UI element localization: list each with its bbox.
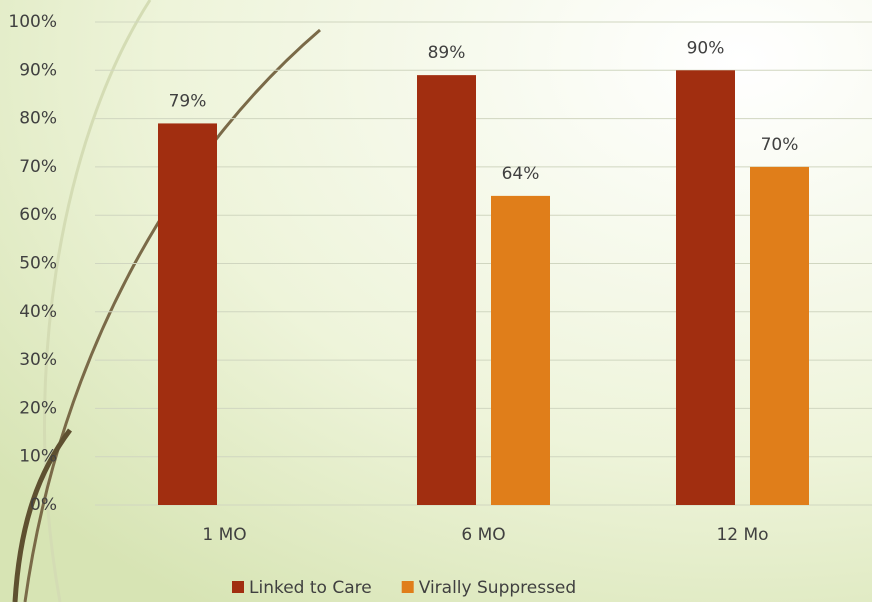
legend-label: Virally Suppressed [419,578,576,598]
y-tick-label: 90% [19,60,57,80]
y-tick-label: 100% [8,12,57,32]
chart: 0% 10% 20% 30% 40% 50% 60% 70% 80% 90% 100% 1 MO 79%… [0,0,872,602]
y-tick-label: 10% [19,447,57,467]
bar [491,196,550,505]
data-label: 64% [502,164,540,184]
y-tick-label: 40% [19,302,57,322]
x-tick-label: 1 MO [202,525,246,545]
bar [676,70,735,505]
legend-swatch [232,581,244,593]
y-tick-label: 70% [19,157,57,177]
y-tick-label: 60% [19,205,57,225]
y-tick-label: 20% [19,398,57,418]
bar [750,167,809,505]
data-label: 89% [428,43,466,63]
y-tick-label: 0% [30,495,57,515]
bar [158,123,217,505]
legend-label: Linked to Care [249,578,372,598]
x-tick-label: 6 MO [461,525,505,545]
bar [417,75,476,505]
x-tick-label: 12 Mo [716,525,768,545]
data-label: 79% [169,91,207,111]
y-tick-label: 50% [19,254,57,274]
data-label: 70% [761,135,799,155]
data-label: 90% [687,38,725,58]
y-tick-label: 80% [19,109,57,129]
y-tick-label: 30% [19,350,57,370]
legend-swatch [402,581,414,593]
